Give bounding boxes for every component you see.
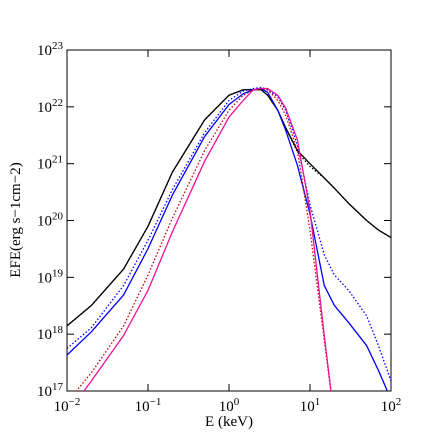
tick-label: 100 (219, 396, 240, 415)
lines (67, 86, 391, 391)
tick-label: 1018 (37, 324, 64, 343)
series-line (67, 87, 389, 391)
tick-label: 10−1 (135, 396, 162, 415)
tick-label: 1020 (37, 211, 64, 230)
tick-label: 1019 (37, 267, 64, 286)
tick-label: 1023 (37, 40, 64, 59)
tick-label: 10−2 (54, 396, 81, 415)
tick-label: 101 (300, 396, 321, 415)
tick-label: 102 (381, 396, 402, 415)
series-line (67, 89, 391, 327)
x-axis-label: E (keV) (205, 414, 253, 430)
tick-label: 1021 (37, 154, 63, 173)
series-line (67, 89, 391, 327)
y-axis-label: EFE(erg s−1cm−2) (8, 162, 24, 277)
series-line (75, 87, 332, 391)
series-line (83, 87, 332, 391)
tick-label: 1022 (37, 97, 63, 116)
tick-label: 1017 (37, 381, 64, 400)
